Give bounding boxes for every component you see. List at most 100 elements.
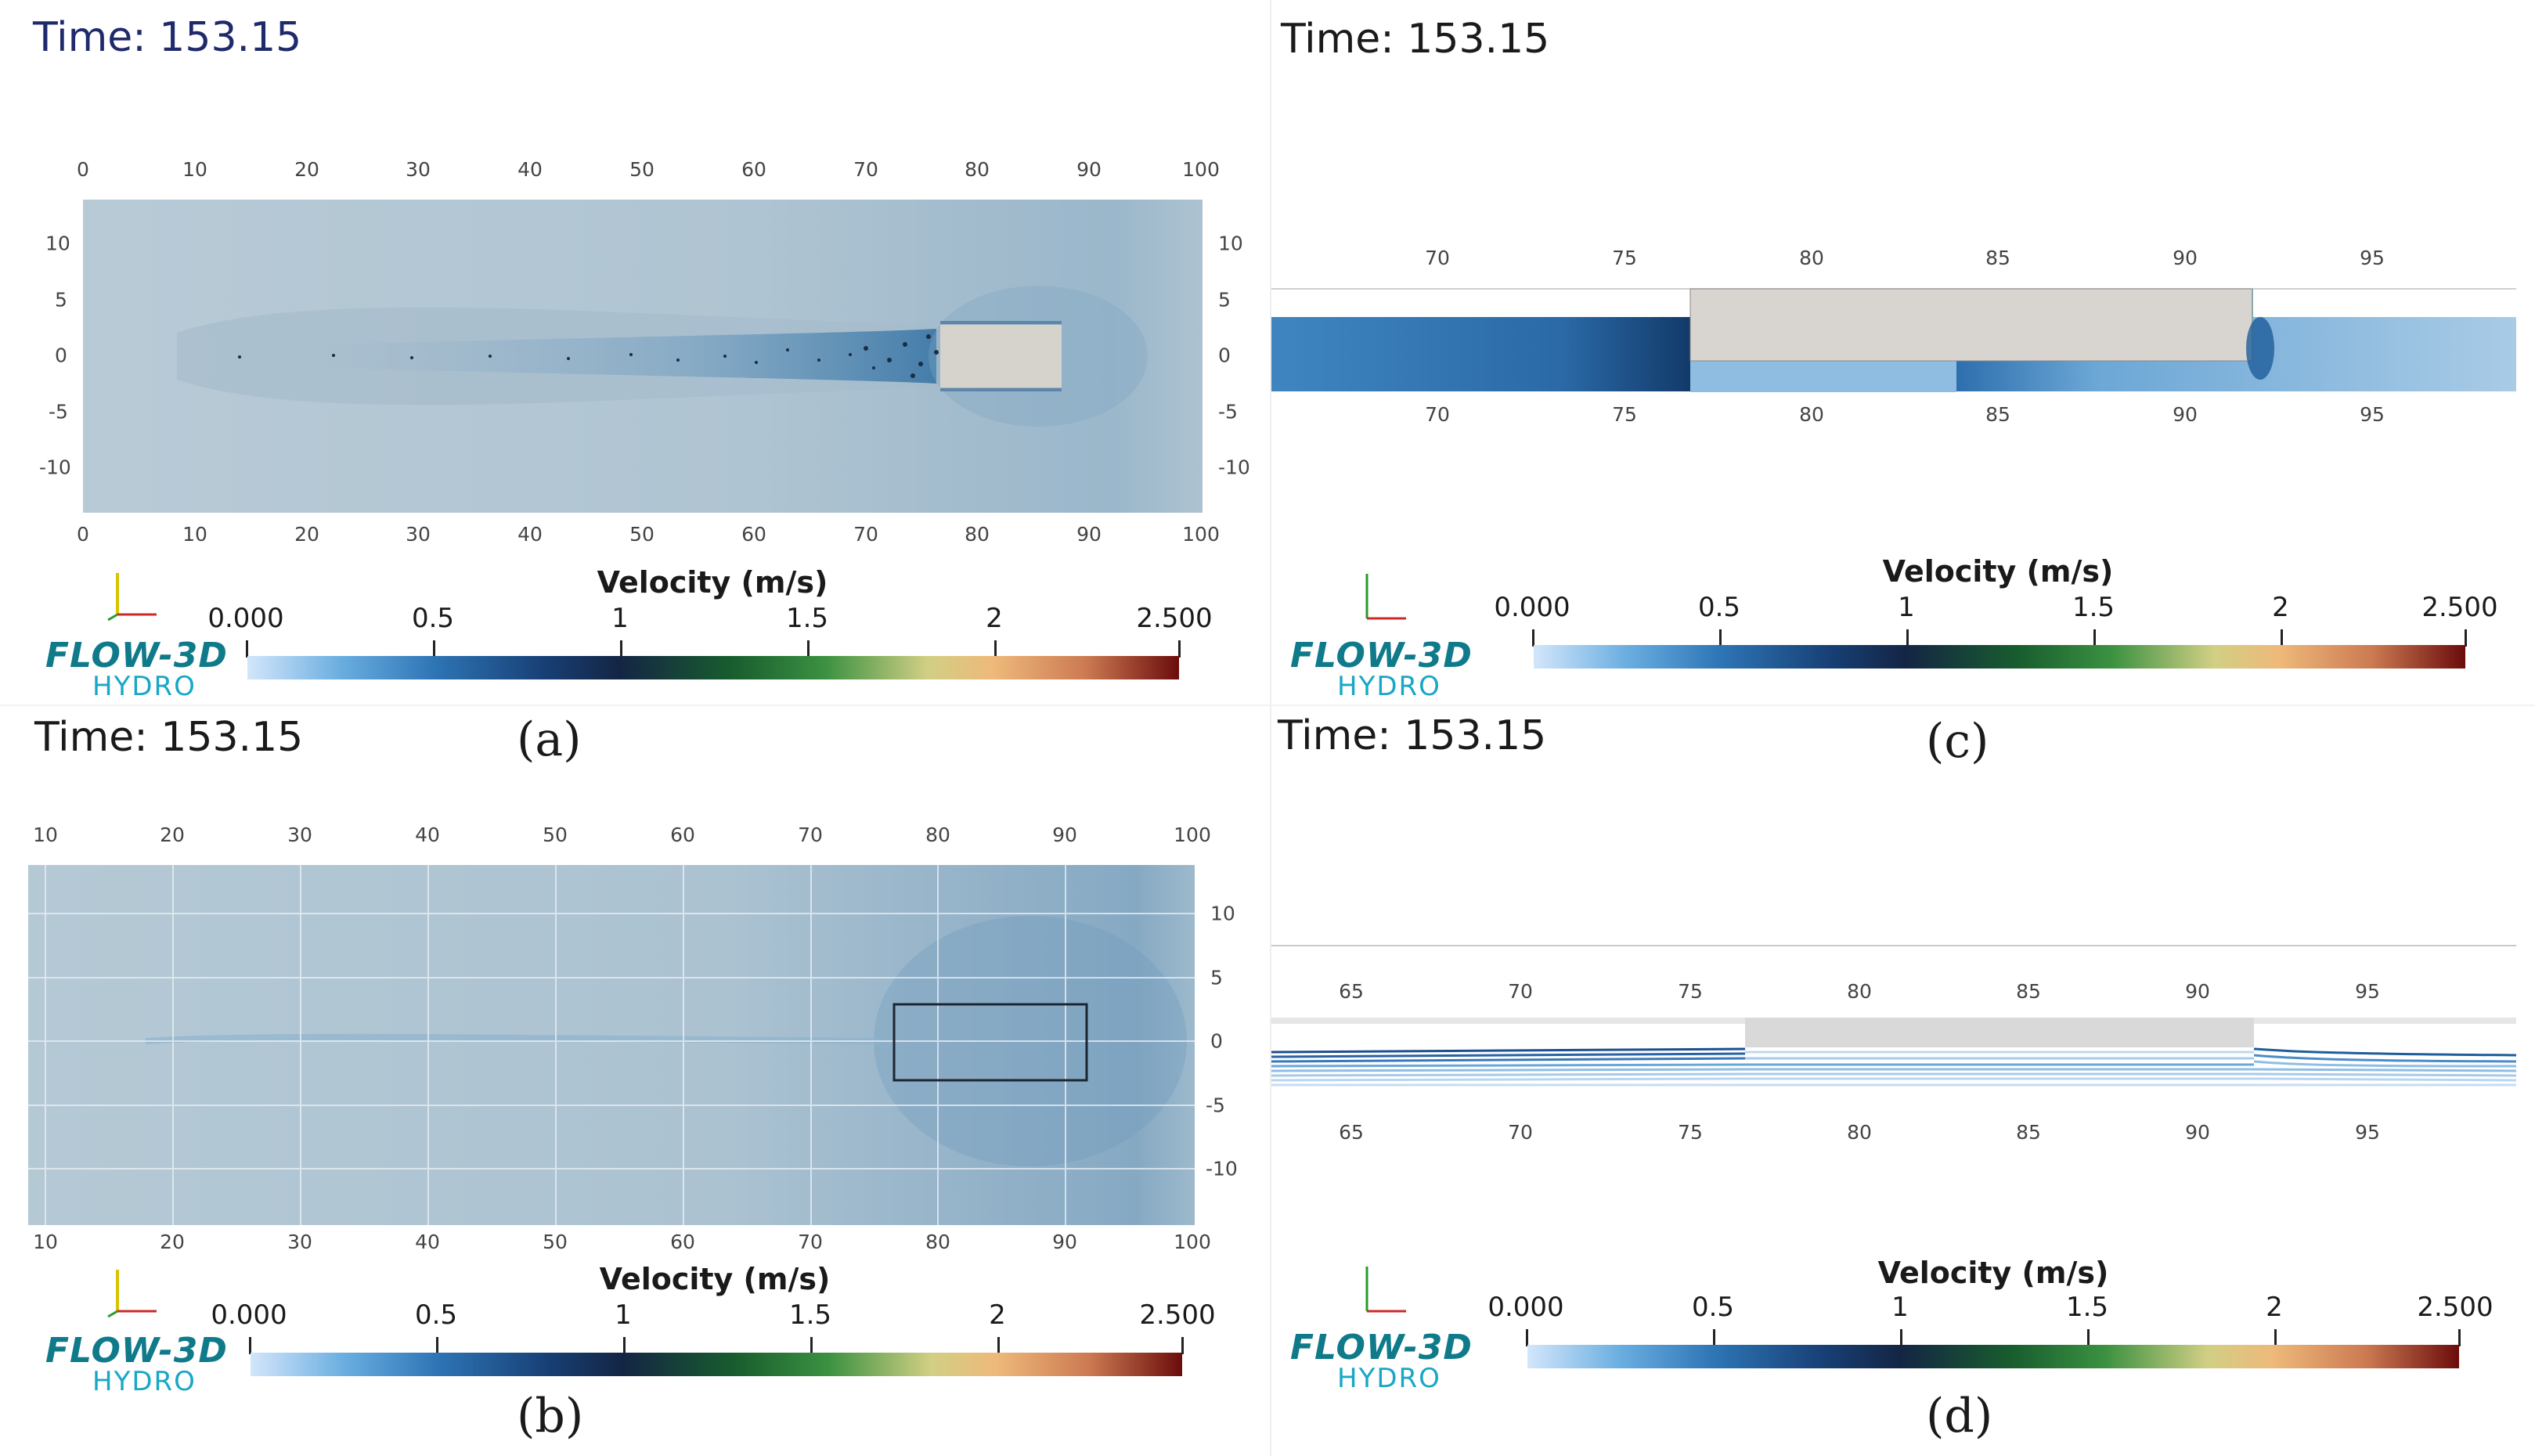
streamlines-profile-d [1271, 1018, 2516, 1087]
velocity-field-plan-a [83, 200, 1203, 513]
cb-tick: 2.500 [2421, 592, 2498, 623]
cb-tick: 2 [986, 603, 1003, 634]
cb-mark [620, 640, 622, 658]
x-tick: 0 [77, 158, 89, 181]
y-tick: -10 [1206, 1157, 1238, 1180]
cb-tick: 2 [989, 1299, 1006, 1331]
logo-line2: HYDRO [1337, 1363, 1441, 1394]
x-tick: 70 [853, 523, 878, 546]
x-tick: 40 [415, 1231, 440, 1253]
cb-mark [810, 1337, 813, 1354]
cb-tick: 1.5 [788, 1299, 832, 1331]
cb-mark [1181, 1337, 1184, 1354]
x-tick: 60 [670, 824, 695, 846]
cb-tick: 2 [2266, 1292, 2283, 1323]
x-tick: 10 [182, 158, 207, 181]
velocity-field-profile-c [1271, 288, 2516, 392]
cb-mark [433, 640, 435, 658]
velocity-field-plan-b [28, 865, 1195, 1225]
axes-triad-icon [1365, 1267, 1406, 1313]
x-tick: 90 [1076, 158, 1102, 181]
x-tick: 70 [1425, 403, 1450, 426]
x-tick: 90 [1052, 824, 1077, 846]
cb-tick: 1.5 [2065, 1292, 2109, 1323]
cb-mark [1526, 1329, 1528, 1346]
axes-triad-icon [107, 1270, 157, 1318]
cb-tick: 0.5 [1691, 1292, 1735, 1323]
x-tick: 90 [2185, 1121, 2210, 1144]
y-tick: -5 [49, 400, 68, 423]
x-tick: 60 [741, 158, 766, 181]
cb-mark [1900, 1329, 1902, 1346]
x-tick: 100 [1174, 1231, 1211, 1253]
cb-mark [2087, 1329, 2090, 1346]
y-tick: 0 [55, 344, 67, 367]
axes-triad-icon [107, 573, 157, 622]
caption-a: (a) [517, 712, 582, 767]
x-tick: 85 [1985, 247, 2010, 269]
vertical-divider [1270, 0, 1271, 1456]
x-tick: 70 [853, 158, 878, 181]
panel-a: Time: 153.15 0 10 20 30 40 50 60 70 80 9… [0, 0, 1268, 767]
horizontal-divider [0, 705, 2535, 706]
x-tick: 90 [1052, 1231, 1077, 1253]
x-tick: 85 [1985, 403, 2010, 426]
cb-tick: 1 [1891, 1292, 1909, 1323]
x-tick: 100 [1182, 158, 1220, 181]
x-tick: 80 [1799, 403, 1824, 426]
colorbar-gradient [247, 656, 1179, 679]
x-tick: 95 [2360, 247, 2385, 269]
x-tick: 90 [2185, 980, 2210, 1003]
x-tick: 75 [1678, 1121, 1703, 1144]
y-tick: 10 [45, 232, 70, 255]
x-tick: 20 [160, 1231, 185, 1253]
colorbar-gradient [1534, 645, 2465, 669]
x-tick: 65 [1339, 1121, 1364, 1144]
x-tick: 90 [2173, 403, 2198, 426]
cb-mark [2274, 1329, 2277, 1346]
x-tick: 30 [406, 158, 431, 181]
x-tick: 70 [1508, 980, 1533, 1003]
x-tick: 80 [925, 1231, 950, 1253]
x-tick: 40 [415, 824, 440, 846]
cb-tick: 0.000 [1487, 1292, 1564, 1323]
cb-tick: 2 [2272, 592, 2289, 623]
x-tick: 85 [2016, 980, 2041, 1003]
cb-mark [2281, 629, 2283, 647]
y-tick: 10 [1218, 232, 1243, 255]
x-tick: 20 [160, 824, 185, 846]
x-tick: 80 [925, 824, 950, 846]
x-tick: 0 [77, 523, 89, 546]
cb-tick: 2.500 [2417, 1292, 2494, 1323]
time-label-d: Time: 153.15 [1278, 712, 1547, 759]
cb-mark [623, 1337, 626, 1354]
cb-mark [2093, 629, 2096, 647]
velocity-label-c: Velocity (m/s) [1882, 554, 2114, 589]
x-tick: 50 [629, 523, 654, 546]
velocity-label-b: Velocity (m/s) [599, 1262, 831, 1296]
x-tick: 40 [517, 523, 543, 546]
cb-mark [994, 640, 997, 658]
logo-line2: HYDRO [92, 1366, 197, 1397]
x-tick: 50 [543, 1231, 568, 1253]
logo-line1: FLOW-3D [45, 636, 228, 676]
cb-mark [246, 640, 248, 658]
cb-tick: 1.5 [785, 603, 829, 634]
cb-mark [1532, 629, 1534, 647]
caption-b: (b) [517, 1389, 584, 1443]
cb-mark [1713, 1329, 1715, 1346]
x-tick: 40 [517, 158, 543, 181]
x-tick: 20 [294, 523, 319, 546]
logo-line1: FLOW-3D [1290, 1328, 1473, 1368]
x-tick: 80 [1847, 980, 1872, 1003]
cb-tick: 0.5 [414, 1299, 458, 1331]
cb-tick: 1.5 [2072, 592, 2115, 623]
x-tick: 60 [741, 523, 766, 546]
y-tick: -5 [1206, 1094, 1225, 1117]
logo-line1: FLOW-3D [1290, 636, 1473, 676]
cb-mark [2458, 1329, 2461, 1346]
cb-tick: 1 [1898, 592, 1915, 623]
x-tick: 70 [1508, 1121, 1533, 1144]
x-tick: 70 [1425, 247, 1450, 269]
cb-mark [1178, 640, 1181, 658]
